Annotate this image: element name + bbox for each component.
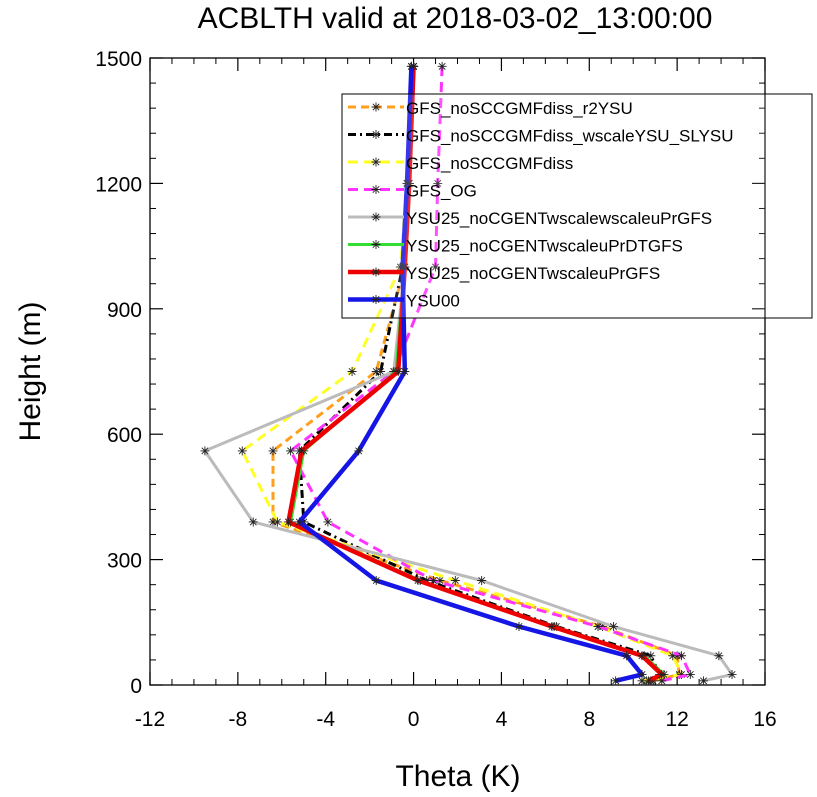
data-point-marker bbox=[611, 676, 621, 686]
legend-marker bbox=[371, 240, 381, 249]
data-point-marker bbox=[283, 517, 293, 527]
legend-label: GFS_noSCCGMFdiss_r2YSU bbox=[406, 99, 633, 118]
data-point-marker bbox=[323, 517, 333, 527]
legend-marker bbox=[371, 267, 381, 277]
legend-marker bbox=[371, 130, 381, 139]
y-tick-label: 300 bbox=[107, 550, 142, 573]
x-tick-label: -12 bbox=[135, 708, 165, 731]
data-point-marker bbox=[699, 676, 708, 686]
data-point-marker bbox=[268, 446, 278, 456]
data-point-marker bbox=[593, 621, 603, 631]
legend-marker bbox=[371, 185, 381, 194]
legend-label: GFS_noSCCGMFdiss bbox=[406, 154, 573, 173]
legend-box bbox=[341, 93, 813, 319]
x-tick-label: -4 bbox=[316, 708, 335, 731]
data-point-marker bbox=[435, 576, 445, 585]
data-point-marker bbox=[406, 61, 416, 71]
data-point-marker bbox=[431, 262, 441, 272]
legend-marker bbox=[371, 102, 381, 112]
data-point-marker bbox=[637, 676, 647, 686]
data-point-marker bbox=[637, 670, 647, 680]
data-point-marker bbox=[286, 446, 296, 456]
y-tick-label: 600 bbox=[107, 424, 142, 447]
data-point-marker bbox=[272, 517, 282, 527]
chart-title: ACBLTH valid at 2018-03-02_13:00:00 bbox=[198, 2, 713, 35]
data-point-marker bbox=[347, 367, 357, 376]
data-point-marker bbox=[398, 262, 408, 272]
data-point-marker bbox=[294, 517, 304, 527]
y-tick-label: 0 bbox=[130, 675, 142, 698]
data-point-marker bbox=[437, 61, 447, 71]
data-point-marker bbox=[657, 670, 667, 680]
data-point-marker bbox=[248, 517, 258, 527]
legend-marker bbox=[371, 295, 381, 304]
x-tick-label: 8 bbox=[583, 708, 595, 731]
data-point-marker bbox=[657, 676, 667, 686]
y-tick-label: 1200 bbox=[95, 173, 142, 196]
data-point-marker bbox=[371, 576, 381, 585]
data-point-marker bbox=[685, 670, 695, 680]
legend-label: YSU25_noCGENTwscalewscaleuPrGFS bbox=[406, 209, 712, 228]
data-point-marker bbox=[433, 178, 443, 188]
data-point-marker bbox=[714, 651, 724, 661]
data-point-marker bbox=[376, 367, 386, 376]
data-point-marker bbox=[354, 446, 364, 456]
legend-marker bbox=[371, 157, 381, 167]
legend-label: GFS_OG bbox=[406, 182, 477, 201]
legend: GFS_noSCCGMFdiss_r2YSU GFS_noSCCGMFdiss_w… bbox=[341, 93, 813, 319]
data-point-marker bbox=[400, 367, 410, 376]
data-point-marker bbox=[413, 576, 423, 585]
data-point-marker bbox=[200, 446, 210, 456]
data-point-marker bbox=[422, 576, 432, 585]
legend-label: YSU25_noCGENTwscaleuPrGFS bbox=[406, 264, 660, 283]
data-point-marker bbox=[450, 576, 460, 585]
data-point-marker bbox=[608, 621, 618, 631]
data-point-marker bbox=[668, 651, 678, 661]
x-tick-label: 4 bbox=[496, 708, 508, 731]
data-point-marker bbox=[393, 367, 403, 376]
data-point-marker bbox=[547, 621, 557, 631]
series-lines bbox=[200, 61, 737, 686]
data-point-marker bbox=[646, 651, 656, 661]
x-tick-label: -8 bbox=[229, 708, 248, 731]
x-tick-label: 16 bbox=[753, 708, 776, 731]
legend-label: GFS_noSCCGMFdiss_wscaleYSU_SLYSU bbox=[406, 127, 734, 146]
x-axis-label: Theta (K) bbox=[395, 760, 520, 793]
data-point-marker bbox=[237, 446, 247, 456]
plot-area: -12 -8 -4 0 4 8 12 16 0 300 600 900 1200 1500 GFS_noS… bbox=[95, 48, 813, 731]
axis-ticks: -12 -8 -4 0 4 8 12 16 0 300 600 900 1200 1500 bbox=[95, 48, 776, 731]
legend-label: YSU00 bbox=[406, 292, 460, 311]
data-point-marker bbox=[644, 676, 654, 686]
legend-label: YSU25_noCGENTwscaleuPrDTGFS bbox=[406, 237, 683, 256]
x-tick-label: 12 bbox=[665, 708, 688, 731]
x-tick-label: 0 bbox=[408, 708, 420, 731]
y-axis-label: Height (m) bbox=[14, 301, 47, 441]
data-point-marker bbox=[428, 576, 438, 585]
y-tick-label: 1500 bbox=[95, 48, 142, 71]
data-point-marker bbox=[677, 651, 687, 661]
legend-marker bbox=[371, 212, 381, 222]
y-tick-label: 900 bbox=[107, 299, 142, 322]
data-point-marker bbox=[402, 178, 412, 188]
data-point-marker bbox=[622, 651, 632, 661]
data-point-marker bbox=[297, 446, 307, 456]
data-point-marker bbox=[477, 576, 487, 585]
data-point-marker bbox=[727, 670, 737, 680]
series-7 bbox=[294, 61, 647, 686]
data-point-marker bbox=[677, 670, 687, 680]
data-point-marker bbox=[637, 651, 647, 661]
data-point-marker bbox=[514, 621, 524, 631]
